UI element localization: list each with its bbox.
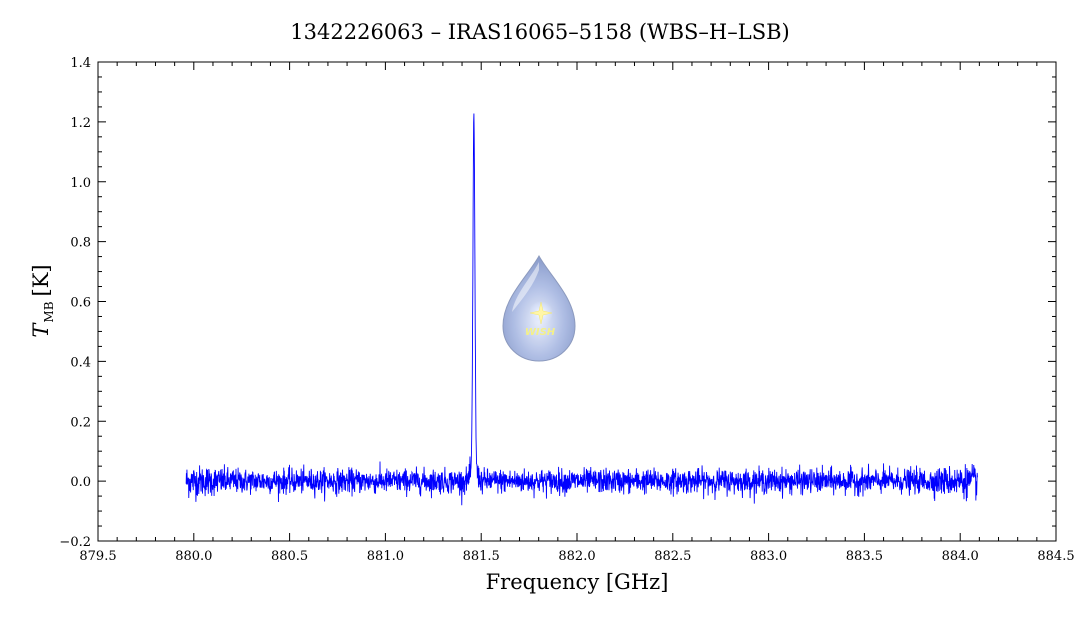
x-tick-label: 881.5 [463, 549, 500, 564]
wish-logo-text: WISH [525, 327, 556, 338]
x-tick-label: 883.0 [750, 549, 787, 564]
x-tick-label: 880.0 [175, 549, 212, 564]
y-axis-label: TMB [K] [29, 264, 56, 337]
x-tick-label: 882.5 [654, 549, 691, 564]
y-tick-label: 0.6 [70, 296, 91, 311]
x-tick-labels: 879.5 880.0 880.5 881.0 881.5 882.0 882.5 883.0… [79, 549, 1074, 564]
y-tick-label: 0.2 [70, 415, 91, 430]
y-tick-label: 0.8 [70, 236, 91, 251]
axis-ticks [97, 61, 1057, 542]
y-axis-label-subscript: MB [42, 301, 56, 322]
y-axis-label-unit: [K] [29, 264, 53, 296]
x-axis-label: Frequency [GHz] [486, 570, 669, 594]
x-tick-label: 879.5 [79, 549, 116, 564]
x-tick-label: 883.5 [846, 549, 883, 564]
y-tick-label: −0.2 [59, 535, 91, 550]
y-tick-label: 0.4 [70, 355, 91, 370]
y-tick-label: 1.2 [70, 116, 91, 131]
y-tick-label: 1.4 [70, 56, 91, 71]
y-axis-label-symbol: T [29, 322, 53, 338]
y-tick-label: 1.0 [70, 176, 91, 191]
spectrum-line [185, 113, 978, 506]
x-tick-label: 881.0 [367, 549, 404, 564]
wish-logo: WISH [502, 254, 576, 362]
x-tick-label: 880.5 [271, 549, 308, 564]
x-tick-label: 884.5 [1037, 549, 1074, 564]
y-tick-label: 0.0 [70, 475, 91, 490]
y-tick-labels: −0.2 0.0 0.2 0.4 0.6 0.8 1.0 1.2 1.4 [59, 56, 91, 550]
plot-frame [97, 61, 1057, 542]
chart-title: 1342226063 – IRAS16065–5158 (WBS–H–LSB) [290, 20, 789, 44]
spectrum-series [185, 113, 978, 506]
x-tick-label: 882.0 [558, 549, 595, 564]
svg-text:TMB[K]: TMB [K] [29, 264, 56, 337]
x-tick-label: 884.0 [942, 549, 979, 564]
